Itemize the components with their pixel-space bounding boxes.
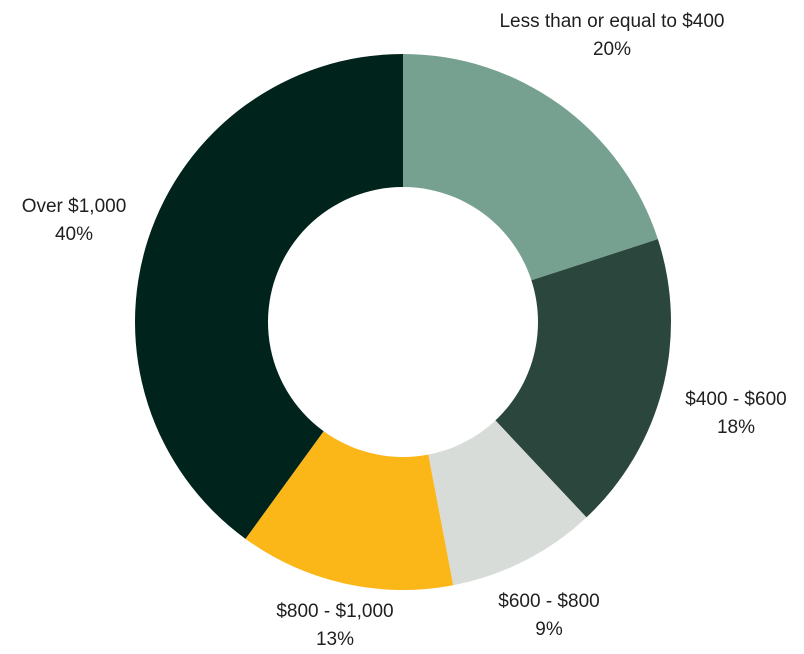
slice-value-over-1000: 40% [55, 224, 93, 245]
slice-value-600-800: 9% [535, 619, 563, 640]
slice-label-400-600: $400 - $600 [685, 389, 786, 410]
slice-value-lte-400: 20% [593, 39, 631, 60]
slice-label-800-1000: $800 - $1,000 [276, 601, 393, 622]
slice-label-over-1000: Over $1,000 [22, 196, 127, 217]
slice-label-lte-400: Less than or equal to $400 [499, 11, 724, 32]
slice-value-400-600: 18% [717, 417, 755, 438]
slice-value-800-1000: 13% [316, 629, 354, 650]
donut-hole [268, 187, 538, 457]
slice-label-600-800: $600 - $800 [498, 591, 599, 612]
slice-over-1000 [135, 54, 403, 539]
